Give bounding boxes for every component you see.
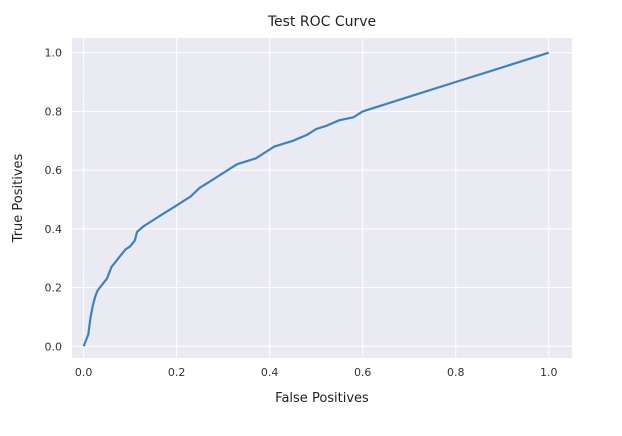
- x-tick-label: 0.4: [261, 366, 279, 379]
- x-axis-label: False Positives: [275, 391, 369, 406]
- y-tick-label: 0.4: [45, 223, 63, 236]
- y-tick-labels: 0.0 0.2 0.4 0.6 0.8 1.0: [45, 47, 63, 354]
- roc-curve-line: [82, 51, 550, 347]
- y-axis-label: True Positives: [11, 153, 26, 243]
- grid: [72, 38, 572, 358]
- chart-title: Test ROC Curve: [267, 14, 376, 30]
- plot-background: [72, 38, 572, 358]
- x-tick-label: 0.6: [354, 366, 372, 379]
- x-tick-labels: 0.0 0.2 0.4 0.6 0.8 1.0: [75, 366, 558, 379]
- x-tick-label: 0.8: [447, 366, 465, 379]
- y-tick-label: 0.8: [45, 105, 63, 118]
- x-tick-label: 0.2: [168, 366, 186, 379]
- y-tick-label: 0.2: [45, 282, 63, 295]
- series-layer: [82, 51, 550, 347]
- y-tick-label: 0.6: [45, 164, 63, 177]
- y-tick-label: 1.0: [45, 47, 63, 60]
- x-tick-label: 1.0: [540, 366, 558, 379]
- y-tick-label: 0.0: [45, 340, 63, 353]
- x-tick-label: 0.0: [75, 366, 93, 379]
